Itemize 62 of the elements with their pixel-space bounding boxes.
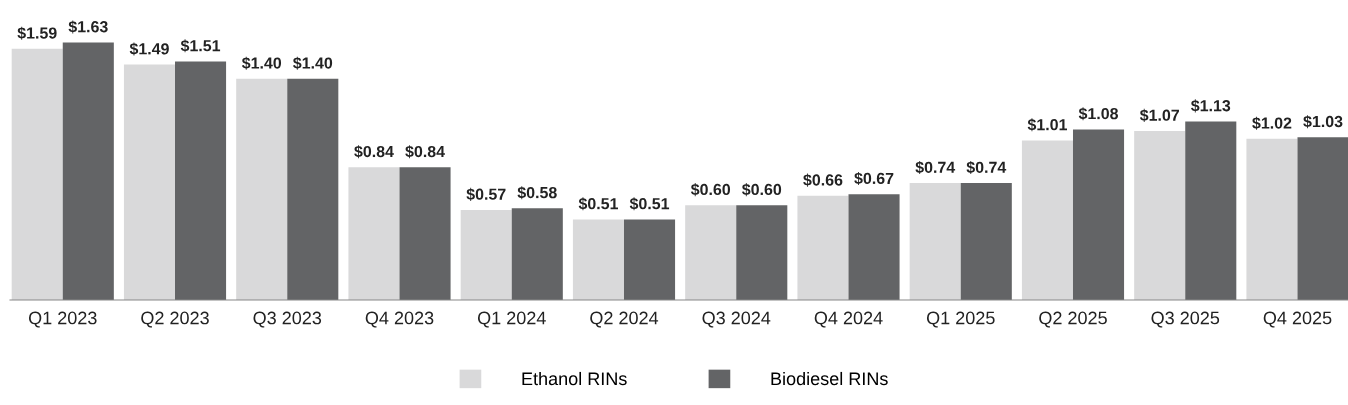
data-label: $1.63 xyxy=(68,20,108,34)
data-label: $1.08 xyxy=(1078,107,1119,121)
bar xyxy=(511,208,563,300)
bar xyxy=(909,183,961,300)
bar xyxy=(1072,129,1125,300)
legend-label: Biodiesel RINs xyxy=(771,371,888,386)
data-label: $0.51 xyxy=(629,197,670,211)
data-label: $0.51 xyxy=(578,197,618,211)
x-tick-label: Q2 2023 xyxy=(141,311,209,328)
data-label: $0.84 xyxy=(354,145,394,159)
bar xyxy=(685,205,737,300)
x-tick-label: Q3 2024 xyxy=(702,311,771,328)
bar xyxy=(460,209,512,300)
bar xyxy=(1246,138,1298,300)
bar xyxy=(1134,130,1186,300)
bar xyxy=(62,42,114,300)
bar xyxy=(736,205,788,300)
bar xyxy=(848,194,900,300)
bar xyxy=(624,219,676,300)
bar xyxy=(399,167,451,300)
legend-label: Ethanol RINs xyxy=(522,371,627,386)
bar xyxy=(797,195,849,300)
x-tick-label: Q2 2024 xyxy=(590,311,659,328)
x-tick-label: Q1 2025 xyxy=(926,311,995,328)
bar xyxy=(960,183,1012,300)
data-label: $0.60 xyxy=(742,183,782,197)
x-tick-label: Q4 2024 xyxy=(814,311,883,328)
x-tick-label: Q4 2023 xyxy=(365,311,434,328)
bar xyxy=(1185,121,1237,300)
bar xyxy=(11,48,63,300)
data-label: $0.74 xyxy=(966,160,1007,175)
data-label: $1.13 xyxy=(1191,99,1231,113)
bar xyxy=(572,219,624,300)
x-tick-label: Q4 2025 xyxy=(1263,311,1332,328)
data-label: $1.02 xyxy=(1252,116,1292,130)
x-tick-label: Q1 2023 xyxy=(28,311,97,328)
data-label: $0.66 xyxy=(803,173,843,187)
data-label: $1.07 xyxy=(1139,108,1179,122)
data-label: $0.84 xyxy=(405,145,445,159)
bar xyxy=(287,78,339,300)
data-label: $1.51 xyxy=(180,39,221,53)
data-label: $1.49 xyxy=(129,42,169,56)
data-label: $0.60 xyxy=(690,183,731,197)
bar xyxy=(348,167,400,300)
x-tick-label: Q1 2024 xyxy=(477,311,546,328)
data-label: $1.03 xyxy=(1303,115,1343,129)
bar xyxy=(123,64,176,300)
x-tick-label: Q2 2025 xyxy=(1039,311,1107,328)
data-label: $0.58 xyxy=(517,186,557,200)
data-label: $0.57 xyxy=(466,187,506,201)
x-tick-label: Q3 2023 xyxy=(253,311,322,328)
data-label: $0.67 xyxy=(854,172,894,186)
bar xyxy=(1021,140,1073,300)
bar xyxy=(175,61,227,300)
bar xyxy=(1297,137,1348,300)
x-tick-label: Q3 2025 xyxy=(1151,311,1220,328)
data-label: $0.74 xyxy=(915,160,956,175)
bar xyxy=(236,78,288,300)
data-label: $1.40 xyxy=(293,56,333,70)
data-label: $1.01 xyxy=(1027,118,1067,132)
data-label: $1.40 xyxy=(241,56,282,70)
data-label: $1.59 xyxy=(17,26,57,40)
